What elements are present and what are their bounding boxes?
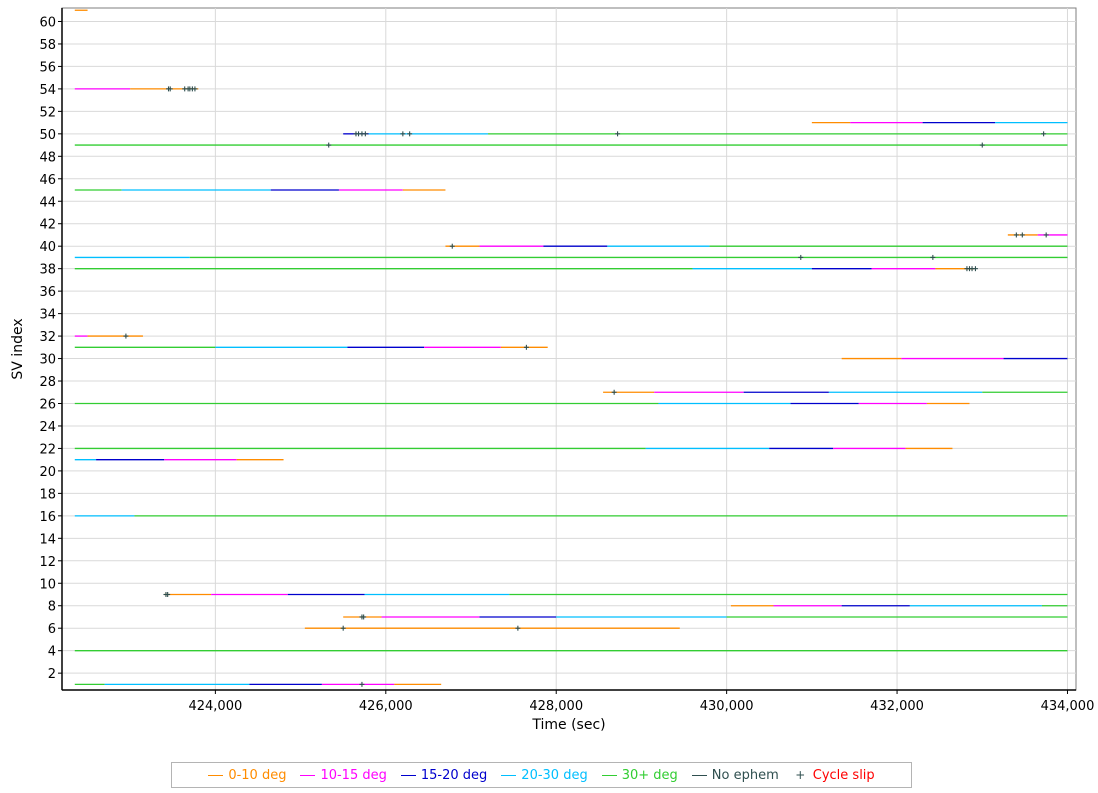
legend-swatch	[691, 774, 707, 776]
cycle-slip-marker-sv41	[1019, 232, 1025, 238]
cycle-slip-marker-sv39	[930, 254, 936, 260]
legend-item-no-ephem: No ephem	[691, 767, 779, 783]
legend-item-10-15-deg: 10-15 deg	[300, 767, 387, 783]
legend-label: 15-20 deg	[420, 767, 488, 783]
cycle-slip-marker-sv50	[615, 131, 621, 137]
legend-item-30-plus-deg: 30+ deg	[601, 767, 678, 783]
x-tick-label: 424,000	[188, 699, 242, 714]
legend-swatch	[400, 774, 416, 776]
y-tick-label: 44	[39, 195, 56, 210]
y-tick-label: 18	[39, 487, 56, 502]
legend-item-20-30-deg: 20-30 deg	[501, 767, 588, 783]
cycle-slip-marker-sv6	[515, 625, 521, 631]
y-tick-label: 50	[39, 128, 56, 143]
y-tick-label: 20	[39, 465, 56, 480]
y-tick-label: 28	[39, 375, 56, 390]
y-tick-label: 38	[39, 263, 56, 278]
y-tick-label: 22	[39, 442, 56, 457]
cycle-slip-marker-sv50	[407, 131, 413, 137]
y-tick-label: 56	[39, 60, 56, 75]
legend-label: 0-10 deg	[228, 767, 287, 783]
cycle-slip-marker-sv50	[400, 131, 406, 137]
legend-item-15-20-deg: 15-20 deg	[400, 767, 488, 783]
tick-labels: 2468101214161820222426283032343638404244…	[39, 15, 1094, 714]
legend-item-0-10-deg: 0-10 deg	[208, 768, 286, 783]
legend-swatch	[208, 774, 224, 776]
y-tick-label: 46	[39, 173, 56, 188]
y-tick-label: 10	[39, 577, 56, 592]
legend-label: 30+ deg	[621, 767, 678, 783]
y-tick-label: 14	[39, 532, 56, 547]
cycle-slip-marker-sv6	[340, 625, 346, 631]
legend-label: Cycle slip	[812, 767, 875, 783]
y-tick-label: 42	[39, 218, 56, 233]
x-tick-label: 432,000	[870, 699, 924, 714]
cycle-slip-marker-sv9	[165, 591, 171, 597]
legend-label: 10-15 deg	[320, 767, 387, 783]
y-tick-label: 52	[39, 105, 56, 120]
y-tick-label: 24	[39, 420, 56, 435]
y-tick-label: 54	[39, 83, 56, 98]
x-tick-label: 434,000	[1041, 699, 1095, 714]
legend-label: 20-30 deg	[521, 767, 588, 783]
cycle-slip-marker-sv50	[362, 131, 368, 137]
y-tick-label: 2	[48, 667, 56, 682]
plot-background	[61, 7, 1077, 691]
legend-swatch	[300, 774, 316, 776]
y-tick-label: 16	[39, 510, 56, 525]
axes	[61, 8, 1076, 691]
legend-label: No ephem	[711, 767, 779, 783]
plus-marker-icon: +	[795, 768, 806, 782]
x-tick-label: 426,000	[359, 699, 413, 714]
legend-item-cycle-slip: + Cycle slip	[793, 767, 875, 783]
cycle-slip-marker-sv41	[1043, 232, 1049, 238]
cycle-slip-marker-sv40	[449, 243, 455, 249]
cycle-slip-marker-sv27	[611, 389, 617, 395]
x-tick-label: 430,000	[700, 699, 754, 714]
cycle-slip-marker-sv7	[361, 614, 367, 620]
cycle-slip-marker-sv41	[1013, 232, 1019, 238]
cycle-slip-markers	[123, 86, 1049, 687]
legend: 0-10 deg 10-15 deg 15-20 deg 20-30 deg 3…	[171, 762, 912, 788]
y-tick-label: 40	[39, 240, 56, 255]
cycle-slip-marker-sv32	[123, 333, 129, 339]
cycle-slip-marker-sv54	[192, 86, 198, 92]
y-tick-label: 8	[48, 600, 56, 615]
y-axis-label: SV index	[10, 318, 26, 379]
y-tick-label: 4	[48, 645, 56, 660]
cycle-slip-marker-sv54	[167, 86, 173, 92]
y-tick-label: 60	[39, 15, 56, 30]
cycle-slip-marker-sv49	[326, 142, 332, 148]
cycle-slip-marker-sv50	[1041, 131, 1047, 137]
y-tick-label: 58	[39, 38, 56, 53]
y-tick-label: 30	[39, 353, 56, 368]
y-tick-label: 32	[39, 330, 56, 345]
cycle-slip-marker-sv1	[359, 681, 365, 687]
y-tick-label: 34	[39, 308, 56, 323]
y-tick-label: 36	[39, 285, 56, 300]
cycle-slip-marker-sv49	[979, 142, 985, 148]
cycle-slip-marker-sv39	[798, 254, 804, 260]
y-tick-label: 6	[48, 622, 56, 637]
y-tick-label: 26	[39, 397, 56, 412]
x-tick-label: 428,000	[529, 699, 583, 714]
legend-swatch	[501, 774, 517, 776]
x-axis-label: Time (sec)	[531, 717, 605, 733]
cycle-slip-marker-sv38	[972, 266, 978, 272]
y-tick-label: 12	[39, 555, 56, 570]
legend-swatch	[601, 774, 617, 776]
y-tick-label: 48	[39, 150, 56, 165]
cycle-slip-marker-sv31	[523, 344, 529, 350]
